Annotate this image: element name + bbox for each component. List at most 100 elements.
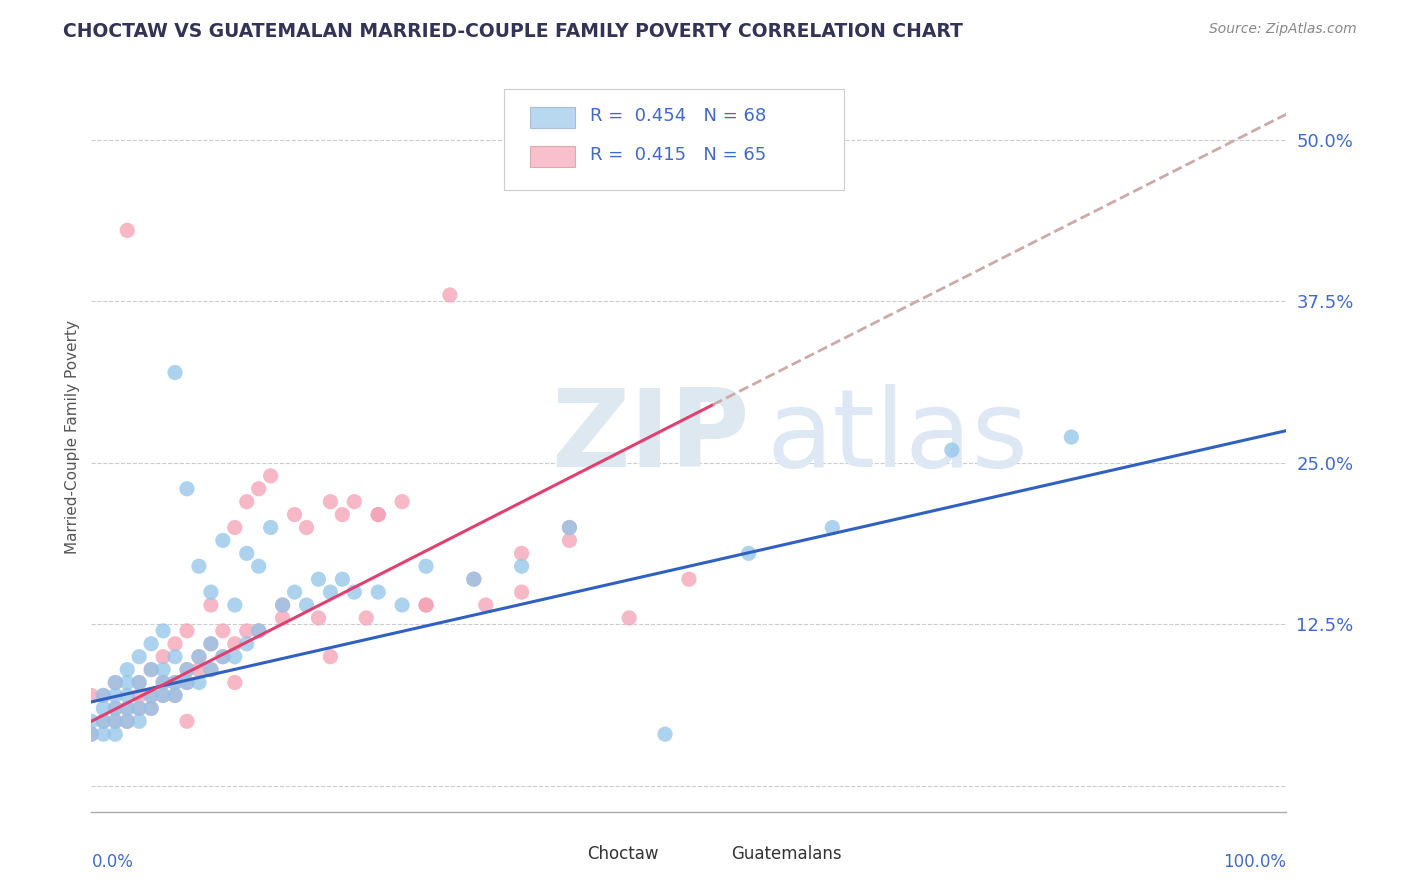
Text: 0.0%: 0.0% (91, 853, 134, 871)
Text: R =  0.454   N = 68: R = 0.454 N = 68 (589, 107, 766, 126)
Point (176, 624, 198, 638)
Point (284, 508, 307, 522)
Point (93, 714, 114, 729)
Point (224, 637, 246, 651)
Point (319, 494, 342, 508)
Point (1060, 430, 1083, 444)
Point (152, 689, 174, 703)
Point (295, 598, 318, 612)
Point (367, 585, 389, 599)
Point (187, 649, 211, 664)
Point (93, 727, 114, 741)
Point (200, 598, 222, 612)
Point (247, 624, 270, 638)
Text: atlas: atlas (766, 384, 1029, 490)
Point (510, 585, 533, 599)
Point (343, 585, 366, 599)
Point (176, 714, 198, 729)
Point (319, 585, 342, 599)
Point (821, 520, 844, 534)
Point (415, 598, 437, 612)
Point (80, 714, 103, 729)
Point (163, 689, 186, 703)
Point (93, 714, 114, 729)
FancyBboxPatch shape (530, 107, 575, 128)
Point (128, 701, 150, 715)
Y-axis label: Married-Couple Family Poverty: Married-Couple Family Poverty (65, 320, 80, 554)
Point (619, 611, 641, 625)
Point (200, 663, 222, 677)
Point (115, 701, 138, 715)
Point (176, 482, 198, 496)
Text: Source: ZipAtlas.com: Source: ZipAtlas.com (1209, 22, 1357, 37)
Point (211, 533, 233, 548)
Point (224, 649, 246, 664)
FancyBboxPatch shape (551, 847, 582, 862)
Point (115, 714, 138, 729)
Point (295, 520, 318, 534)
Point (211, 649, 233, 664)
Point (271, 598, 294, 612)
Point (235, 494, 259, 508)
Point (391, 598, 413, 612)
Point (558, 520, 581, 534)
Point (152, 624, 174, 638)
FancyBboxPatch shape (530, 146, 575, 168)
Point (558, 520, 581, 534)
Point (391, 494, 413, 508)
Point (307, 572, 329, 586)
Point (115, 714, 138, 729)
Point (271, 611, 294, 625)
Point (235, 637, 259, 651)
Point (200, 637, 222, 651)
Text: CHOCTAW VS GUATEMALAN MARRIED-COUPLE FAMILY POVERTY CORRELATION CHART: CHOCTAW VS GUATEMALAN MARRIED-COUPLE FAM… (63, 22, 963, 41)
Point (343, 494, 366, 508)
Point (128, 675, 150, 690)
Point (141, 701, 162, 715)
Point (737, 546, 759, 560)
Point (141, 701, 162, 715)
Point (200, 637, 222, 651)
Point (474, 598, 498, 612)
Point (104, 675, 127, 690)
Point (332, 572, 354, 586)
Point (354, 611, 377, 625)
Point (115, 689, 138, 703)
Point (93, 701, 114, 715)
Point (307, 611, 329, 625)
Point (80, 727, 103, 741)
Point (367, 508, 389, 522)
Point (141, 689, 162, 703)
Point (152, 675, 174, 690)
Point (163, 675, 186, 690)
Point (104, 714, 127, 729)
Point (211, 624, 233, 638)
Text: R =  0.415   N = 65: R = 0.415 N = 65 (589, 146, 766, 164)
Point (104, 675, 127, 690)
Text: Guatemalans: Guatemalans (731, 846, 841, 863)
Point (176, 675, 198, 690)
Point (319, 649, 342, 664)
Point (104, 727, 127, 741)
FancyBboxPatch shape (695, 847, 725, 862)
Point (141, 663, 162, 677)
Point (558, 533, 581, 548)
Point (463, 572, 485, 586)
Point (654, 727, 676, 741)
Point (152, 663, 174, 677)
Point (163, 649, 186, 664)
Point (141, 663, 162, 677)
Point (104, 689, 127, 703)
Point (200, 585, 222, 599)
Point (211, 649, 233, 664)
Point (115, 223, 138, 237)
Point (93, 689, 114, 703)
Text: 100.0%: 100.0% (1223, 853, 1286, 871)
Point (80, 689, 103, 703)
Point (415, 559, 437, 574)
Point (367, 508, 389, 522)
Point (128, 649, 150, 664)
Point (284, 585, 307, 599)
Point (463, 572, 485, 586)
Point (141, 637, 162, 651)
